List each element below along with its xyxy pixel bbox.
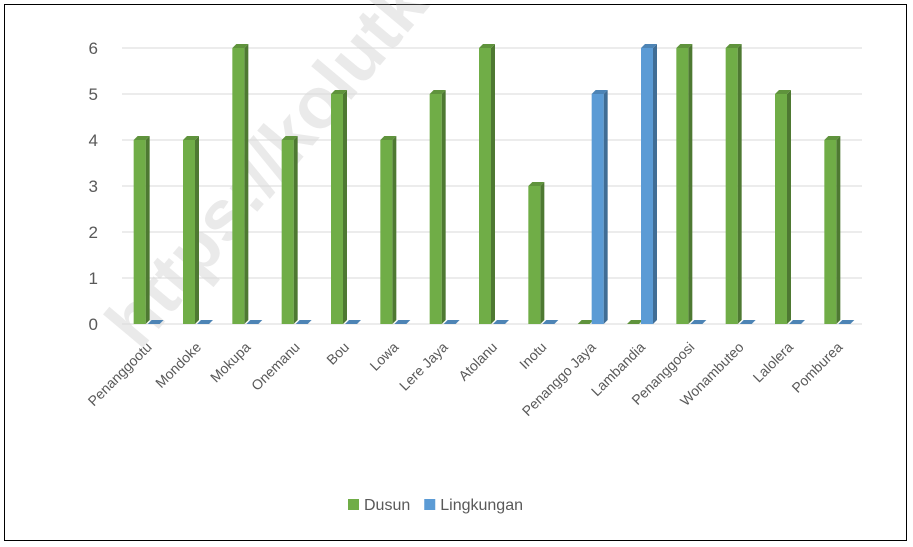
bar-dusun	[133, 136, 150, 324]
bar-dusun	[183, 136, 199, 324]
bar-lingkungan	[690, 320, 707, 324]
bar-lingkungan	[345, 320, 361, 324]
legend-label: Lingkungan	[440, 497, 523, 514]
bar-dusun	[725, 44, 742, 324]
bar-dusun	[627, 320, 643, 324]
bar-lingkungan	[394, 320, 411, 324]
bar-dusun	[775, 90, 791, 324]
bar-dusun	[824, 136, 841, 324]
bar-dusun	[429, 90, 446, 324]
x-tick-label: Lere Jaya	[396, 339, 451, 394]
x-tick-label: Lowa	[366, 339, 401, 374]
x-tick-label: Atolanu	[455, 339, 500, 384]
legend: Dusun Lingkungan	[348, 497, 523, 514]
legend-swatch	[348, 499, 359, 510]
bar-lingkungan	[147, 320, 164, 324]
bar-lingkungan	[838, 320, 855, 324]
bar-lingkungan	[246, 320, 263, 324]
bar-lingkungan	[295, 320, 312, 324]
bar-lingkungan	[493, 320, 509, 324]
x-tick-label: Onemanu	[248, 339, 303, 394]
bar-dusun	[528, 182, 545, 324]
y-tick-label: 5	[89, 85, 98, 104]
bar-dusun	[281, 136, 298, 324]
bar-lingkungan	[591, 90, 608, 324]
y-tick-label: 4	[89, 131, 98, 150]
x-tick-label: Inotu	[516, 339, 549, 372]
y-tick-label: 0	[89, 315, 98, 334]
x-tick-label: Mokupa	[207, 339, 254, 386]
bar-lingkungan	[542, 320, 559, 324]
y-tick-label: 3	[89, 177, 98, 196]
bars	[133, 44, 855, 324]
x-tick-label: Mondoke	[152, 339, 204, 391]
bar-dusun	[577, 320, 594, 324]
y-tick-label: 1	[89, 269, 98, 288]
bar-dusun	[380, 136, 397, 324]
bar-lingkungan	[739, 320, 756, 324]
bar-dusun	[676, 44, 693, 324]
bar-lingkungan	[641, 44, 657, 324]
bar-dusun	[331, 90, 347, 324]
legend-label: Dusun	[364, 497, 410, 514]
bar-lingkungan	[789, 320, 805, 324]
y-axis: 0 1 2 3 4 5 6	[89, 39, 98, 334]
y-tick-label: 6	[89, 39, 98, 58]
x-tick-label: Penanggootu	[85, 339, 155, 409]
bar-lingkungan	[443, 320, 460, 324]
bar-lingkungan	[197, 320, 213, 324]
x-tick-label: Pomburea	[788, 339, 845, 396]
bar-dusun	[232, 44, 249, 324]
y-tick-label: 2	[89, 223, 98, 242]
x-tick-label: Bou	[323, 339, 352, 368]
legend-swatch	[424, 499, 436, 510]
x-tick-label: Lalolera	[750, 339, 797, 386]
bar-dusun	[479, 44, 495, 324]
